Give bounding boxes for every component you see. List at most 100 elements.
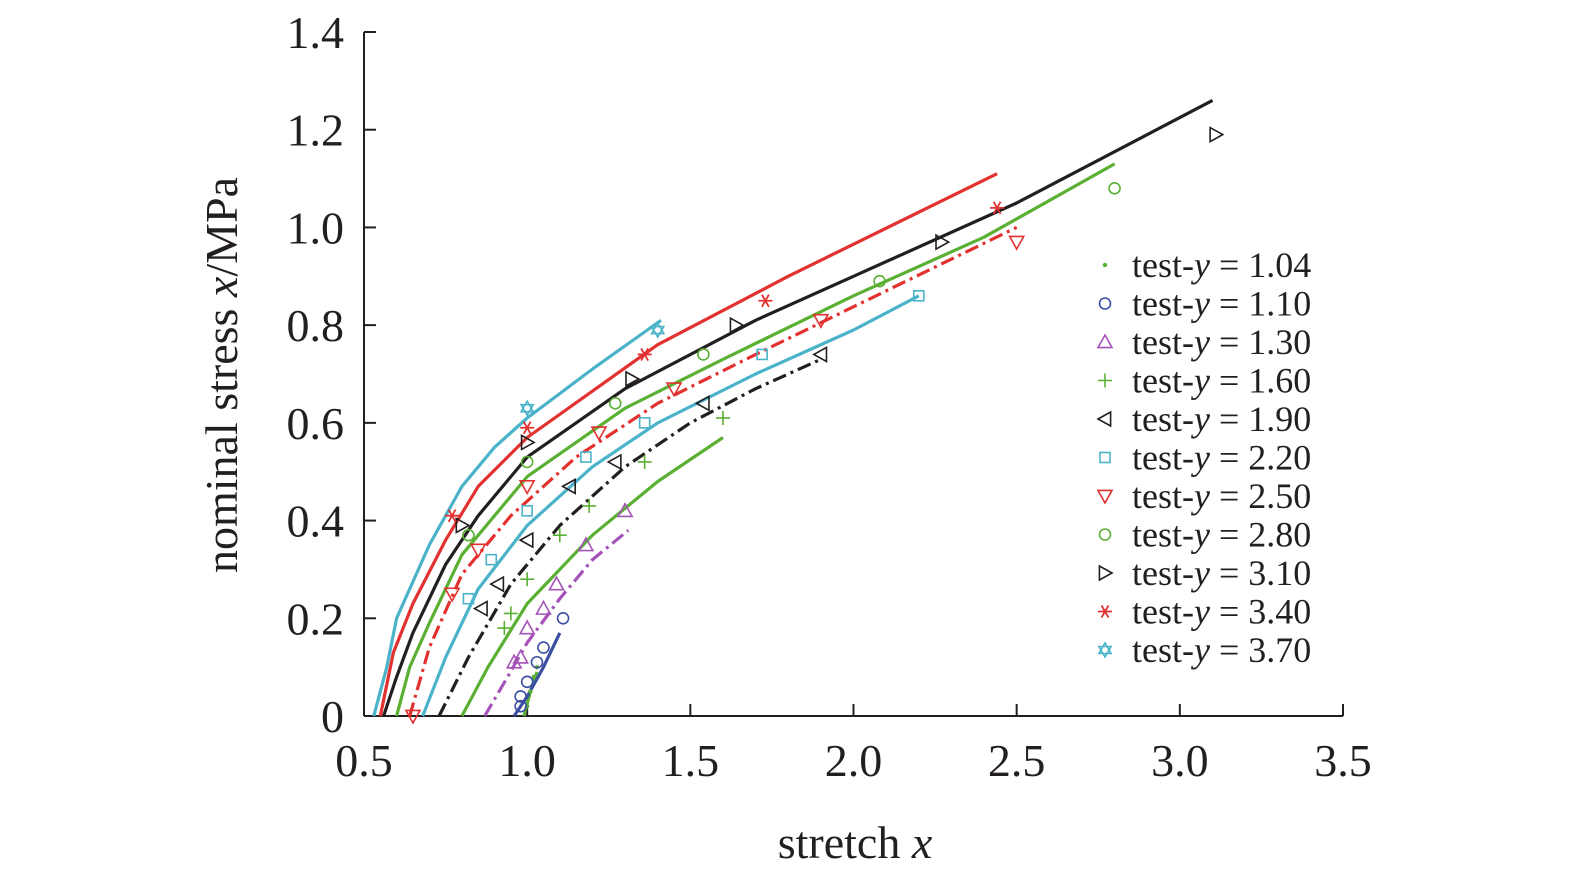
fit-line [372,318,662,717]
legend-label: test-y = 1.90 [1132,399,1311,439]
data-point [590,426,608,442]
legend-label: test-y = 2.50 [1132,476,1311,516]
data-point [404,709,422,725]
legend-label: test-y = 1.60 [1132,361,1311,401]
data-point [552,528,567,543]
data-point [556,611,570,625]
data-point [608,397,622,410]
x-axis-title: stretch x [778,817,933,868]
legend-label: test-y = 1.30 [1132,322,1311,362]
y-tick-label: 1.4 [287,7,345,58]
data-point [530,655,544,669]
data-point [462,592,475,605]
legend-label: test-y = 3.70 [1132,630,1311,670]
fit-line [421,294,920,717]
fit-line [408,225,1018,717]
legend-label: test-y = 3.10 [1132,553,1311,593]
y-tick-label: 0.2 [287,593,345,644]
legend-label: test-y = 1.04 [1132,245,1311,285]
legend-marker [1099,451,1111,464]
y-tick-label: 0.6 [287,398,345,449]
data-point [616,502,634,518]
data-point [560,478,576,495]
data-point [715,410,730,425]
data-point [758,294,773,308]
data-point [606,453,622,471]
data-point [873,274,886,288]
data-point [520,434,536,451]
data-point [521,504,533,517]
data-point [580,451,592,463]
legend-marker [1098,373,1112,388]
legend-label: test-y = 3.40 [1132,592,1311,632]
fit-line [382,98,1214,717]
fit-line [512,632,562,717]
data-point [514,690,527,703]
y-tick-label: 1.0 [287,202,345,253]
data-point [443,587,461,603]
data-point [445,509,460,523]
data-point [694,394,710,412]
data-point [990,201,1005,215]
data-point [489,575,505,593]
x-tick-label: 1.0 [498,735,556,786]
data-point [650,325,666,339]
legend-label: test-y = 2.20 [1132,438,1311,478]
data-point [756,348,768,361]
data-point [518,619,536,635]
data-point [519,399,535,413]
legend-marker [1097,645,1113,659]
data-point [518,479,536,496]
data-point [650,321,666,335]
y-tick-label: 0 [321,691,344,742]
legend-marker [1096,333,1114,349]
legend-marker [1098,297,1112,310]
axes: 0 0.2 0.4 0.6 0.8 1.0 1.2 1.4 0.5 1.0 1.5 2.0 2.5 3.0… [287,7,1372,786]
data-point [1108,182,1121,195]
data-point [625,370,641,388]
data-point [455,517,471,534]
legend-marker [1096,489,1114,505]
fit-line [395,162,1116,717]
data-point [503,606,518,621]
x-tick-label: 0.5 [335,735,393,786]
data-point [637,454,652,469]
data-point [469,543,487,559]
x-tick-label: 1.5 [662,735,720,786]
y-tick-label: 1.2 [287,105,345,156]
data-point [520,572,535,587]
data-point [505,653,523,669]
x-tick-label: 3.0 [1151,735,1209,786]
fit-line [483,529,630,717]
data-point [1209,126,1225,143]
data-point [912,290,925,302]
data-point [520,455,534,469]
data-point [665,382,683,398]
x-tick-label: 2.5 [988,735,1046,786]
legend-marker [1098,604,1112,619]
x-tick-label: 3.5 [1314,735,1372,786]
data-point [637,347,652,361]
data-point [512,648,529,664]
data-point [520,421,535,435]
data-point [520,675,534,689]
data-point [548,575,565,591]
fit-line [378,172,998,717]
data-point [485,553,498,566]
data-point [519,403,535,417]
data-point [514,699,527,713]
y-axis-title: nominal stress x/MPa [196,177,247,573]
data-point [518,531,534,549]
fit-lines [372,98,1214,717]
legend-marker [1102,262,1108,268]
data-point [472,600,488,617]
data-point [697,348,710,361]
data-point [577,536,595,552]
x-tick-label: 2.0 [825,735,883,786]
legend-marker [1098,564,1114,582]
data-point [1008,235,1026,251]
fit-line [437,357,822,717]
data-point [462,528,475,542]
